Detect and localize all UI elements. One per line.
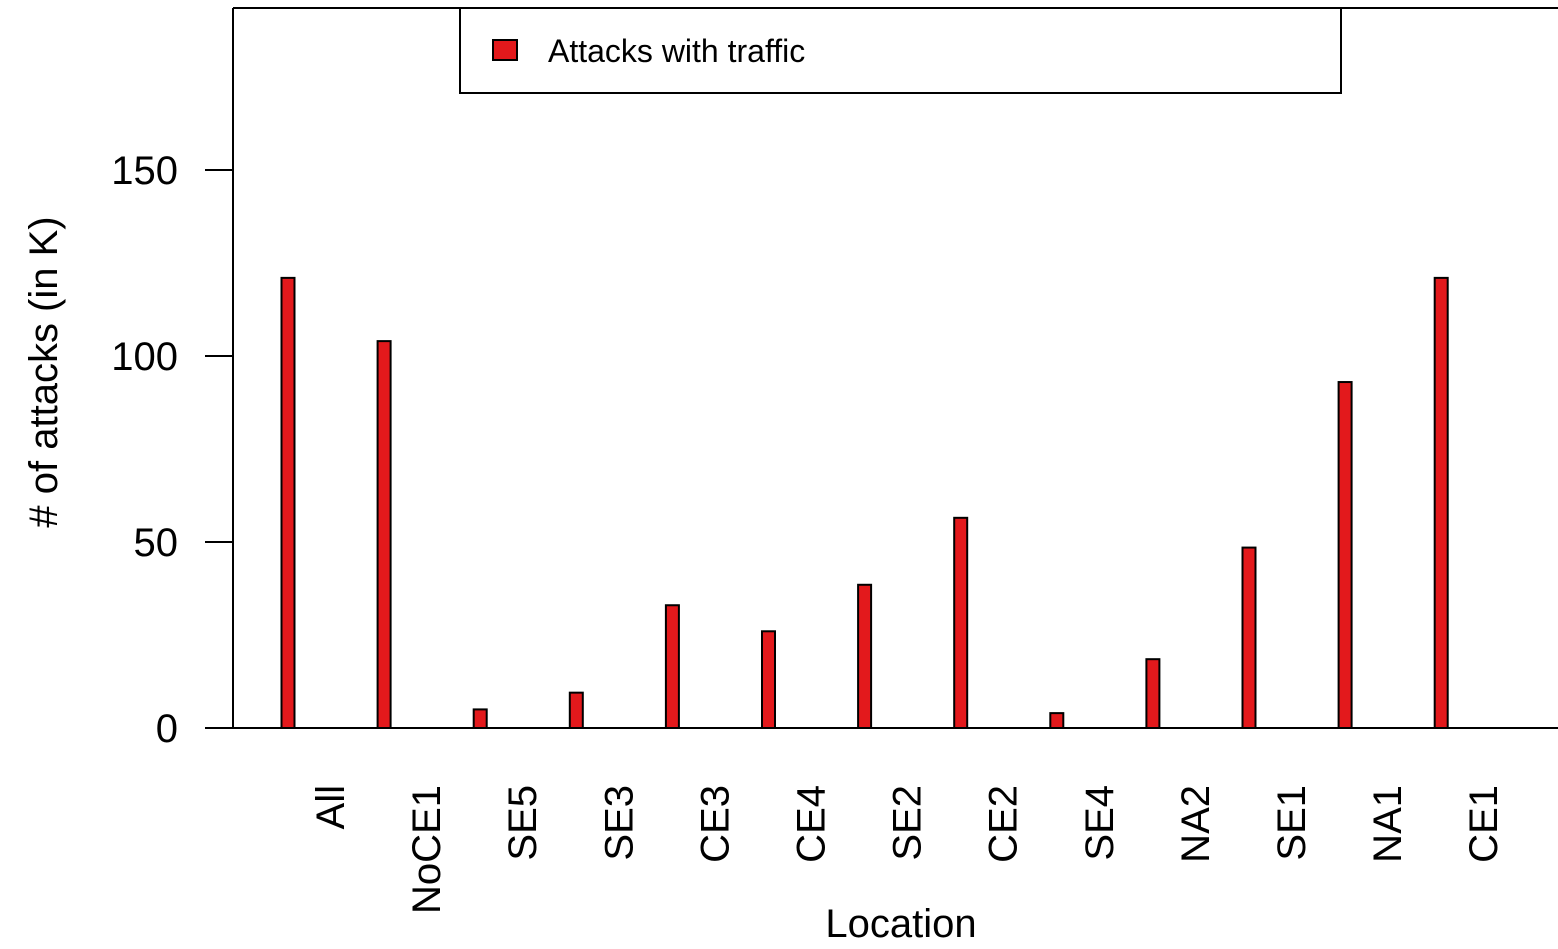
bar-na2 bbox=[1145, 658, 1161, 729]
x-tick-label: SE2 bbox=[886, 785, 930, 861]
bar-se3 bbox=[568, 691, 584, 729]
axes-layer bbox=[205, 7, 1558, 729]
y-tick-label: 150 bbox=[111, 149, 178, 193]
bars-layer bbox=[280, 276, 1449, 730]
legend-label: Attacks with traffic bbox=[548, 33, 805, 69]
x-tick-label: CE4 bbox=[790, 785, 834, 863]
x-tick-label: SE4 bbox=[1078, 785, 1122, 861]
x-tick-label: NA2 bbox=[1174, 785, 1218, 863]
x-tick-label: NA1 bbox=[1366, 785, 1410, 863]
y-tick-label: 0 bbox=[156, 707, 178, 751]
x-tick-label: CE3 bbox=[693, 785, 737, 863]
bar-se1 bbox=[1241, 546, 1257, 730]
bar-all bbox=[280, 276, 296, 729]
x-tick-label: All bbox=[309, 785, 353, 829]
x-tick-label: SE3 bbox=[597, 785, 641, 861]
x-tick-label: NoCE1 bbox=[405, 785, 449, 914]
x-tick-label: SE5 bbox=[501, 785, 545, 861]
bar-se4 bbox=[1049, 712, 1065, 729]
legend-box bbox=[459, 7, 1342, 94]
legend: Attacks with traffic bbox=[459, 7, 1342, 94]
bar-se5 bbox=[472, 708, 488, 730]
legend-swatch bbox=[492, 39, 518, 61]
bar-ce3 bbox=[664, 604, 680, 729]
bar-na1 bbox=[1337, 381, 1353, 729]
x-tick-label: CE1 bbox=[1462, 785, 1506, 863]
bar-ce1 bbox=[1433, 276, 1449, 729]
bar-noce1 bbox=[376, 340, 392, 729]
labels-layer: 0 50 100 150 All NoCE1 SE5 SE3 CE3 CE4 SE2 CE2 SE4 NA… bbox=[111, 149, 1506, 914]
x-axis-title: Location bbox=[825, 902, 976, 944]
bar-se2 bbox=[857, 583, 873, 730]
y-tick-label: 100 bbox=[111, 335, 178, 379]
bar-ce4 bbox=[761, 630, 776, 730]
x-tick-label: CE2 bbox=[982, 785, 1026, 863]
bar-ce2 bbox=[953, 516, 969, 729]
x-tick-label: SE1 bbox=[1270, 785, 1314, 861]
y-tick-label: 50 bbox=[134, 521, 179, 565]
y-axis-title: # of attacks (in K) bbox=[22, 216, 66, 527]
